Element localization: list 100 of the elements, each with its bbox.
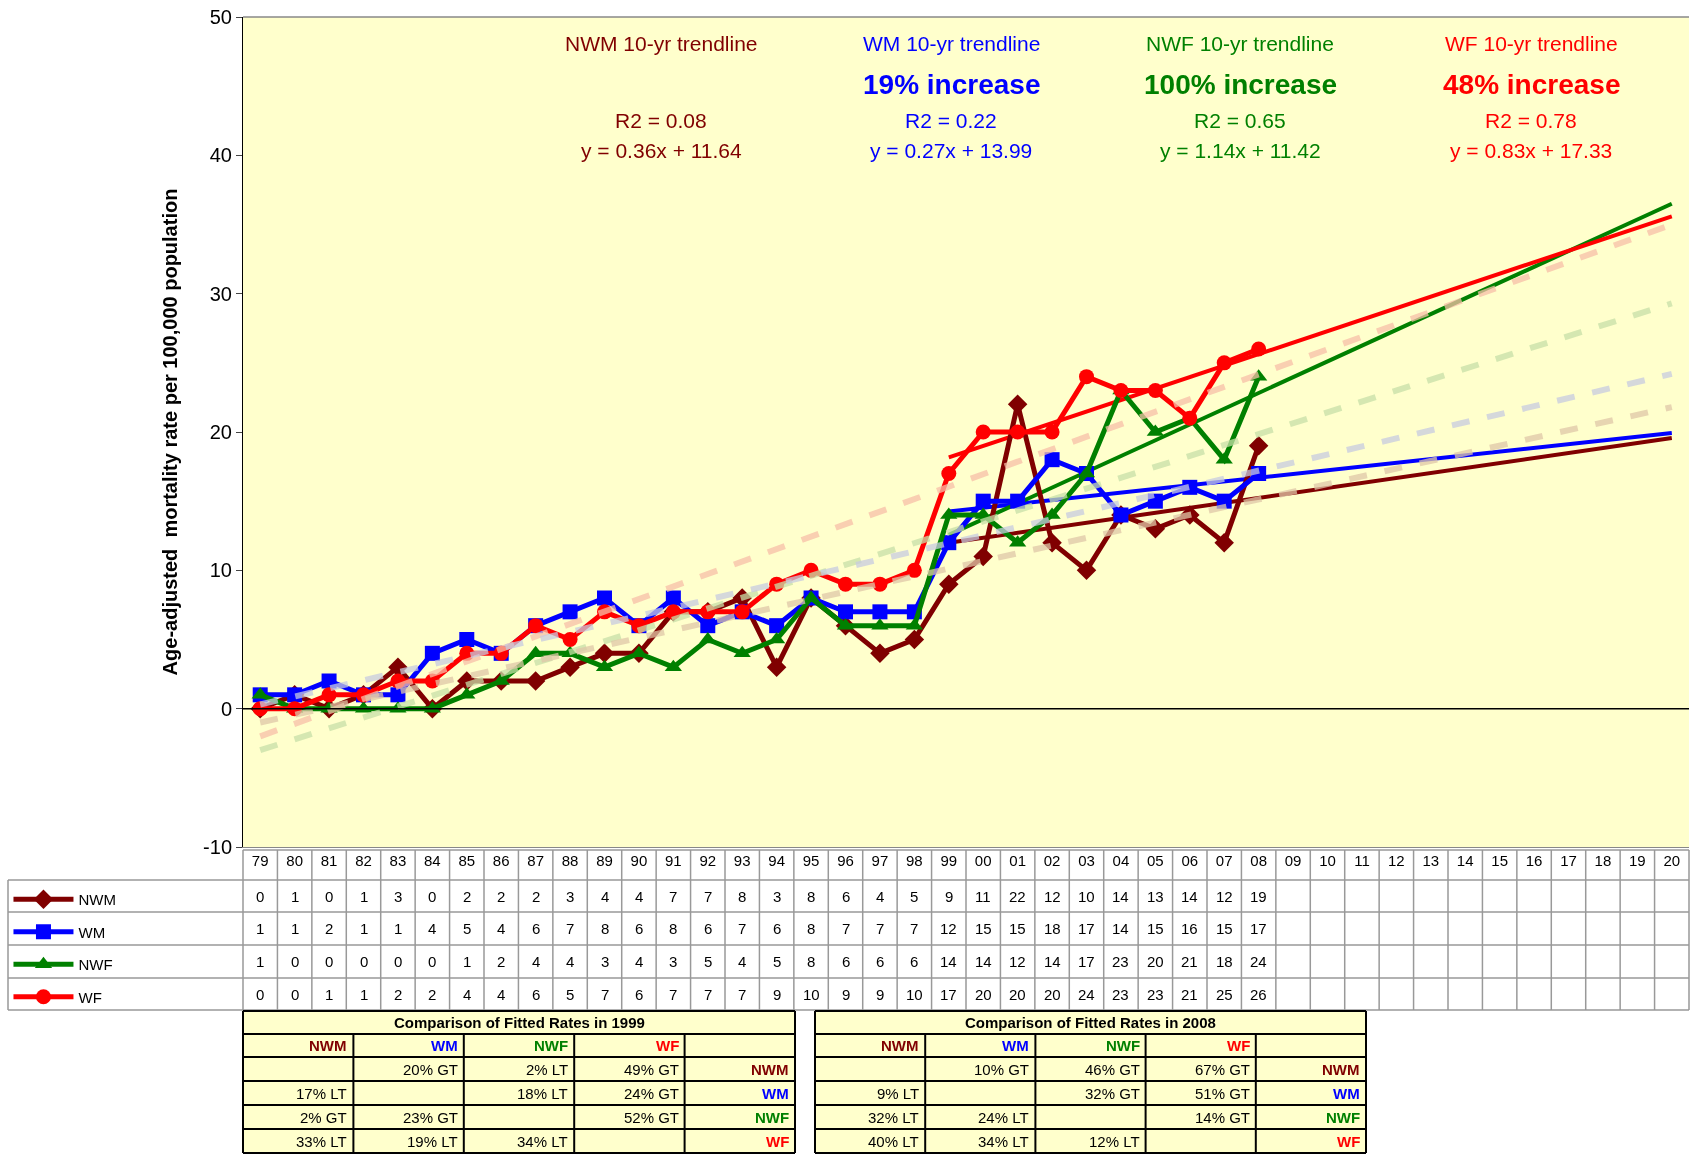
data-label: 1: [463, 953, 472, 970]
x-tick-label: 90: [630, 852, 648, 869]
point: [525, 671, 546, 691]
annotation: NWM 10-yr trendline: [565, 32, 758, 55]
data-label: 0: [256, 986, 265, 1003]
x-tick-label: 08: [1250, 852, 1267, 869]
data-label: 14: [975, 953, 992, 970]
x-tick-label: 06: [1181, 852, 1199, 869]
x-tick-label: 94: [768, 852, 785, 869]
point: [838, 604, 853, 620]
point: [906, 562, 922, 578]
data-label: 3: [669, 953, 678, 970]
point: [700, 618, 716, 634]
text: 34% LT: [978, 1133, 1029, 1150]
x-tick-label: 11: [1354, 852, 1370, 869]
data-label: 26: [1250, 986, 1267, 1003]
data-label: 1: [360, 920, 369, 937]
x-tick-label: 98: [906, 852, 923, 869]
category-label: WM: [1333, 1085, 1360, 1102]
point: [459, 632, 475, 647]
x-tick-label: 79: [251, 852, 269, 869]
category-label: NWM: [751, 1061, 789, 1078]
text: Comparison of Fitted Rates in 2008: [965, 1014, 1216, 1031]
category-label: WF: [1337, 1133, 1361, 1150]
data-label: 23: [1112, 953, 1129, 970]
x-tick-label: 83: [389, 852, 407, 869]
data-label: 6: [532, 986, 541, 1003]
x-tick-label: 00: [974, 852, 992, 869]
annotation: WF 10-yr trendline: [1445, 32, 1618, 55]
category-label: WF: [766, 1133, 790, 1150]
data-label: 7: [842, 920, 851, 937]
x-tick-label: 88: [561, 852, 579, 869]
data-label: 1: [291, 888, 300, 905]
data-label: 10: [803, 986, 820, 1003]
y-tick-label: -10: [203, 836, 232, 858]
data-label: 3: [566, 888, 575, 905]
x-tick-label: 85: [458, 852, 476, 869]
annotation: WM 10-yr trendline: [863, 32, 1041, 55]
data-label: 4: [463, 986, 472, 1003]
annotation: R2 = 0.65: [1194, 109, 1286, 132]
data-label: 6: [910, 953, 919, 970]
data-label: 4: [497, 986, 506, 1003]
data-label: 4: [532, 953, 541, 970]
text: 9% LT: [877, 1085, 920, 1102]
point: [973, 546, 993, 567]
text: 34% LT: [517, 1133, 568, 1150]
x-tick-label: 14: [1456, 852, 1474, 869]
y-tick-label: 50: [209, 6, 232, 28]
point: [562, 604, 578, 620]
y-tick-label: 20: [209, 421, 232, 443]
x-tick-label: 84: [424, 852, 441, 869]
data-label: 9: [773, 986, 782, 1003]
point: [1044, 424, 1060, 440]
text: 52% GT: [624, 1109, 680, 1126]
data-label: 8: [601, 920, 610, 937]
data-label: 0: [394, 953, 403, 970]
x-tick-label: 03: [1078, 852, 1095, 869]
data-label: 18: [1044, 920, 1061, 937]
point: [321, 687, 337, 703]
x-tick-label: 13: [1422, 852, 1440, 869]
data-label: 6: [635, 920, 644, 937]
data-label: 7: [738, 920, 747, 937]
data-label: 16: [1181, 920, 1198, 937]
text: 32% LT: [868, 1109, 919, 1126]
data-label: 9: [876, 986, 885, 1003]
data-label: 9: [842, 986, 851, 1003]
data-label: 17: [1078, 920, 1095, 937]
category-label: WM: [431, 1037, 458, 1054]
annotation: 48% increase: [1443, 69, 1621, 100]
point: [838, 576, 853, 592]
x-tick-label: 96: [837, 852, 854, 869]
x-tick-label: 05: [1147, 852, 1164, 869]
data-label: 9: [945, 888, 954, 905]
point: [766, 657, 787, 677]
annotation: y = 0.83x + 17.33: [1450, 139, 1613, 162]
y-tick-label: 0: [220, 697, 232, 720]
x-tick-label: 81: [320, 852, 338, 869]
text: 67% GT: [1195, 1061, 1251, 1078]
text: 17% LT: [296, 1085, 347, 1102]
category-label: NWF: [534, 1037, 569, 1054]
point: [1216, 355, 1232, 371]
category-label: NWM: [881, 1037, 919, 1054]
data-label: 12: [940, 920, 957, 937]
x-tick-label: 95: [802, 852, 820, 869]
annotation: NWF 10-yr trendline: [1146, 32, 1334, 55]
data-label: 4: [738, 953, 747, 970]
data-label: 8: [807, 920, 816, 937]
data-label: 6: [532, 920, 541, 937]
point: [872, 576, 888, 592]
legend-label: WF: [78, 988, 102, 1006]
x-tick-label: 07: [1215, 852, 1233, 869]
data-label: 14: [1112, 888, 1129, 905]
point: [560, 657, 580, 677]
text: 40% LT: [868, 1133, 919, 1150]
data-label: 4: [497, 920, 506, 937]
point: [733, 645, 751, 658]
data-label: 17: [1250, 920, 1267, 937]
legend-label: NWF: [78, 956, 113, 974]
data-label: 6: [635, 986, 644, 1003]
annotation: 100% increase: [1144, 69, 1338, 100]
